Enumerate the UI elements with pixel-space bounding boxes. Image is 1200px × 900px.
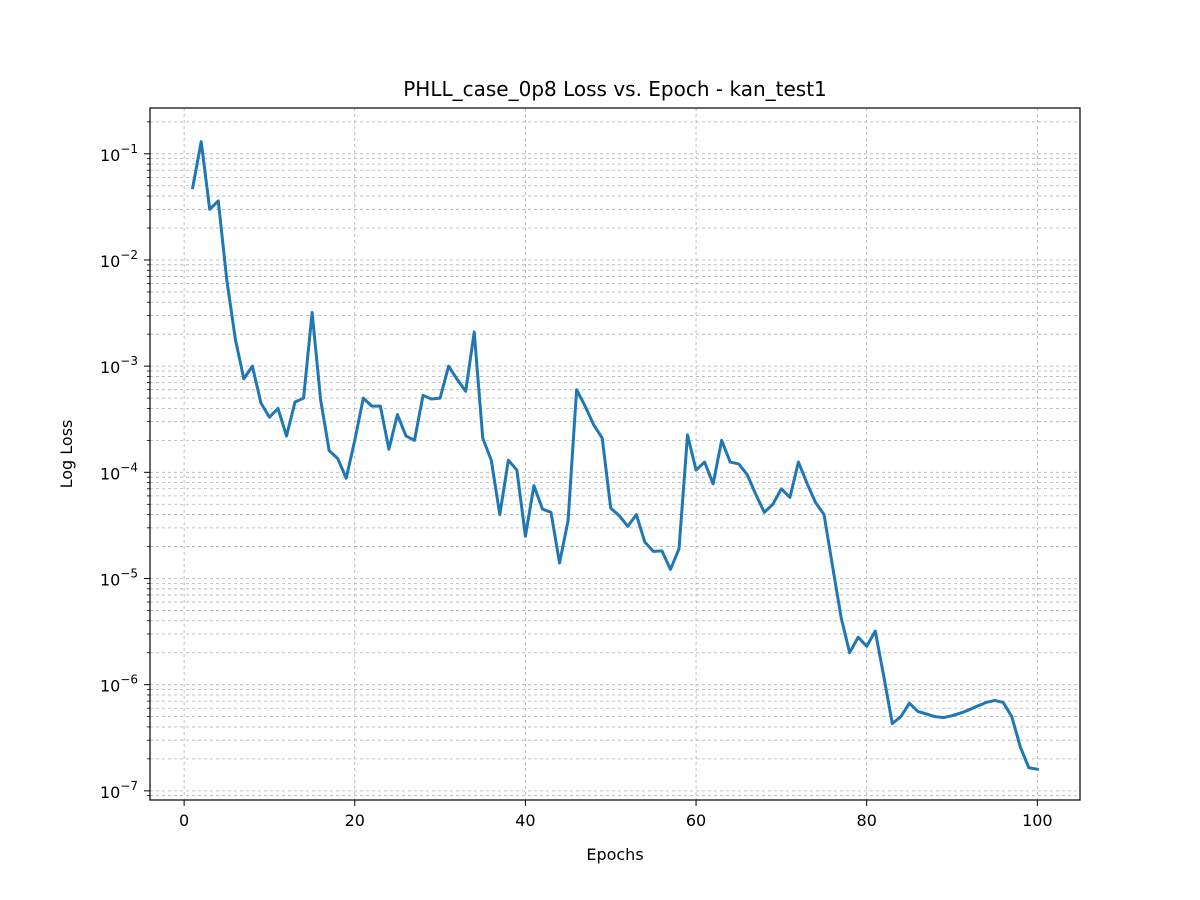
x-tick-label: 20 <box>345 811 365 830</box>
chart-title: PHLL_case_0p8 Loss vs. Epoch - kan_test1 <box>403 77 827 101</box>
series-layer <box>190 140 1040 771</box>
x-tick-label: 40 <box>515 811 535 830</box>
y-tick-label: 10−6 <box>100 673 138 696</box>
x-tick-label: 0 <box>179 811 189 830</box>
x-axis-ticks: 0 20 40 60 80 100 <box>179 800 1053 830</box>
y-tick-label: 10−1 <box>100 142 138 165</box>
y-tick-label: 10−4 <box>100 460 138 483</box>
y-tick-label: 10−2 <box>100 248 138 271</box>
grid <box>150 108 1080 800</box>
x-tick-label: 100 <box>1022 811 1053 830</box>
x-axis-label: Epochs <box>586 845 643 864</box>
y-tick-label: 10−5 <box>100 566 138 589</box>
x-tick-label: 80 <box>857 811 877 830</box>
x-tick-label: 60 <box>686 811 706 830</box>
y-axis-label: Log Loss <box>57 420 76 489</box>
y-axis-ticks: 10−7 10−6 10−5 10−4 10−3 10−2 10−1 <box>100 121 150 802</box>
plot-frame <box>149 107 1081 801</box>
y-tick-label: 10−7 <box>100 779 138 802</box>
y-tick-label: 10−3 <box>100 354 138 377</box>
loss-series-line <box>190 140 1040 771</box>
